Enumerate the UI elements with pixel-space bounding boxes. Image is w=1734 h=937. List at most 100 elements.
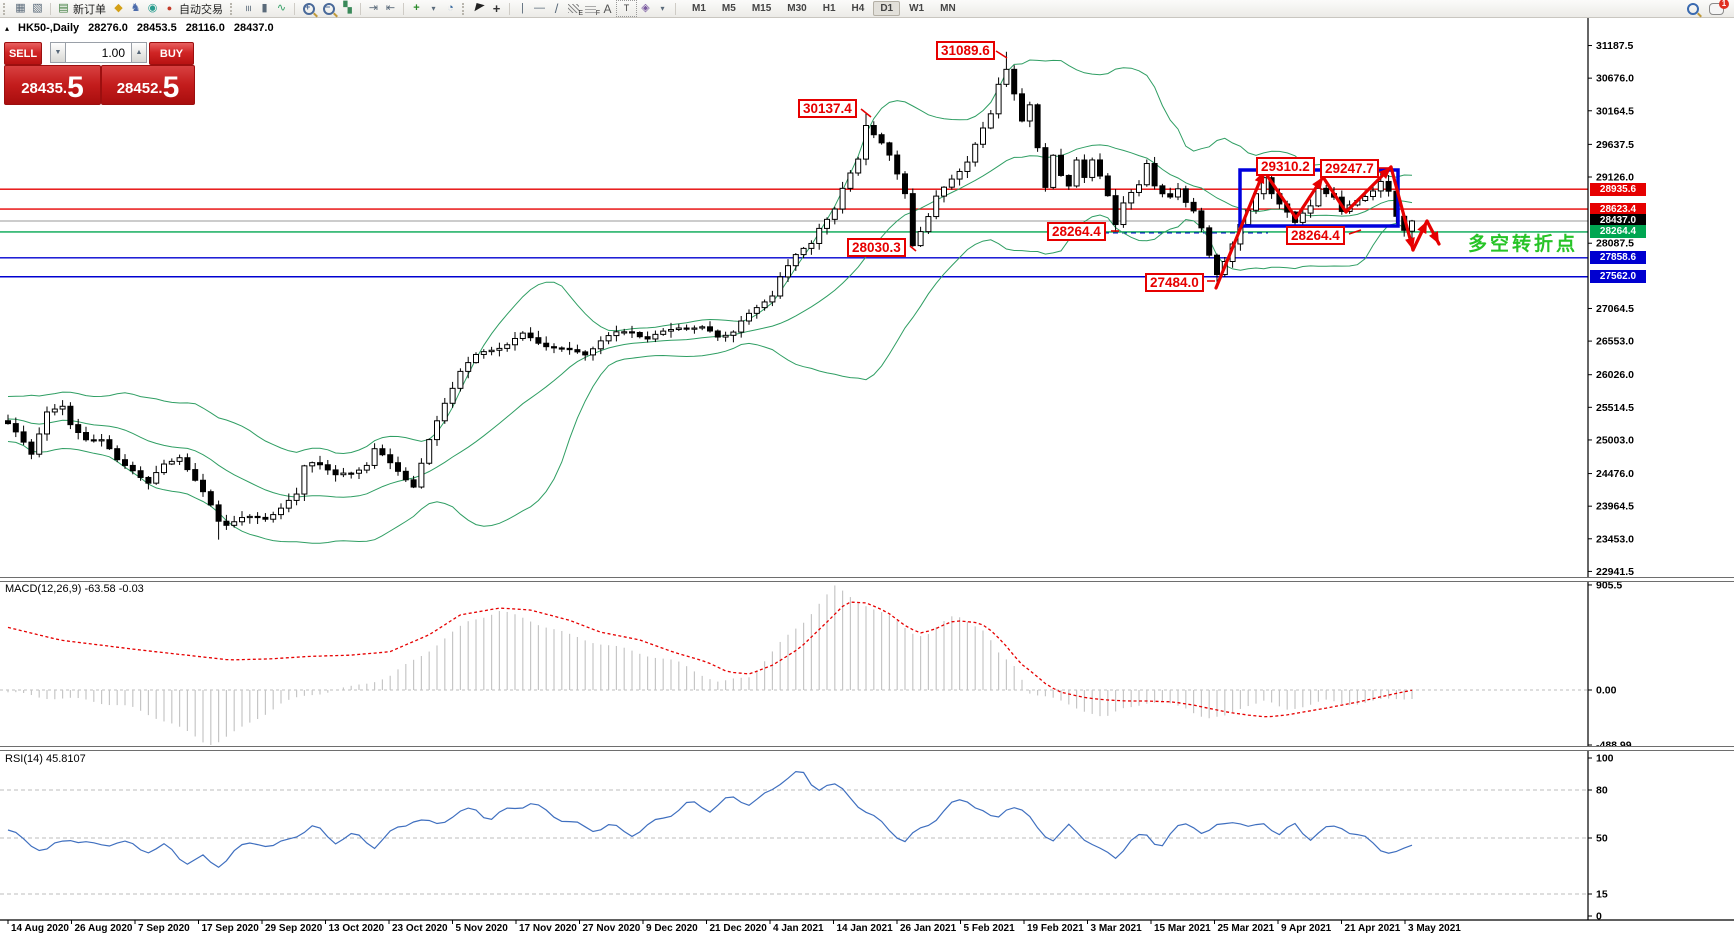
date-label: 19 Feb 2021 [1027,923,1084,934]
new-order-icon[interactable]: ▤ [58,2,69,14]
bear-candle [254,515,261,519]
price-annotation[interactable]: 28030.3 [847,238,906,257]
timeframe-m5[interactable]: M5 [721,3,736,14]
sell-button[interactable]: SELL [4,42,42,65]
macd-panel-divider[interactable] [0,577,1734,582]
zoom-out-icon[interactable]: − [323,2,335,15]
date-label: 26 Aug 2020 [75,923,133,934]
bollinger-upper [7,59,1413,455]
sell-price-button[interactable]: 28435. 5 [4,65,101,105]
bull-candle [972,143,979,163]
equidistant-channel-icon[interactable]: E [568,4,583,17]
strategy-tester-icon[interactable]: ♞ [130,2,141,14]
profiles-icon[interactable]: ▧ [32,2,43,14]
candlestick-chart-icon[interactable]: ▮ [261,2,268,14]
indicator-caret-icon[interactable]: ▾ [431,3,436,13]
svg-text:25003.0: 25003.0 [1596,434,1634,446]
chart-shift-icon[interactable]: ⇤ [385,2,396,14]
timeframe-m30[interactable]: M30 [787,3,807,14]
timeframe-m1[interactable]: M1 [692,3,706,14]
bull-candle [340,472,347,476]
price-annotation[interactable]: 27484.0 [1145,273,1204,292]
bull-candle [239,517,245,523]
bull-candle [1136,184,1142,193]
timeframe-h1[interactable]: H1 [822,3,836,14]
bull-candle [777,276,784,297]
date-label: 17 Nov 2020 [519,923,577,934]
bull-candle [956,170,963,180]
bull-candle [371,448,378,466]
new-order-button[interactable]: 新订单 [73,3,106,16]
new-chart-icon[interactable]: ▦ [15,2,26,14]
add-indicator-icon[interactable]: + [413,2,420,14]
svg-text:29637.5: 29637.5 [1596,139,1634,151]
zoom-in-icon[interactable]: + [303,2,315,15]
rsi-label: RSI(14) 45.8107 [5,753,86,765]
arrows-icon[interactable]: ◈ [641,2,650,14]
bear-candle [1214,254,1220,276]
price-annotation[interactable]: 29310.2 [1256,157,1315,176]
bull-candle [590,348,596,356]
bull-candle [948,178,955,188]
price-annotation[interactable]: 28264.4 [1047,222,1106,241]
rsi-panel-divider[interactable] [0,746,1734,751]
period-clock-icon[interactable]: ◔ [447,2,454,14]
callout-connector [1348,229,1362,235]
buy-price-button[interactable]: 28452. 5 [101,65,195,105]
bear-candle [1011,68,1018,95]
timeframe-w1[interactable]: W1 [909,3,925,14]
bull-candle [504,344,511,349]
toolbar-grip[interactable] [3,2,9,15]
price-annotation[interactable]: 31089.6 [936,41,995,60]
auto-scroll-icon[interactable]: ⇥ [368,2,379,14]
bar-chart-icon[interactable]: ≡ [242,5,254,12]
price-annotation[interactable]: 28264.4 [1286,226,1345,245]
volume-decrease-button[interactable]: ▼ [50,42,66,63]
zigzag-segment [1321,175,1348,214]
bear-candle [535,337,542,344]
text-label-icon[interactable]: T [616,0,637,17]
bear-candle [137,470,144,478]
bull-candle [363,464,370,471]
tile-windows-icon[interactable]: ▚ [343,2,352,14]
turning-point-note[interactable]: 多空转折点 [1468,234,1579,255]
buy-button[interactable]: BUY [149,42,194,65]
timeframe-h4[interactable]: H4 [851,3,865,14]
price-annotation[interactable]: 30137.4 [798,99,857,118]
price-annotation[interactable]: 29247.7 [1320,159,1379,178]
bear-candle [644,336,651,340]
date-label: 14 Aug 2020 [11,923,69,934]
horizontal-line-icon[interactable]: — [534,2,545,14]
timeframe-d1[interactable]: D1 [873,1,901,16]
volume-increase-button[interactable]: ▲ [131,42,147,63]
crosshair-icon[interactable]: + [492,1,501,16]
bull-candle [1050,154,1057,188]
trendline-icon[interactable]: / [554,1,559,16]
timeframe-m15[interactable]: M15 [751,3,772,14]
signals-icon[interactable]: ◉ [147,2,158,14]
fibonacci-icon[interactable]: F [585,4,600,17]
auto-trading-button[interactable]: 自动交易 [179,3,223,16]
volume-input[interactable]: 1.00 [66,42,131,63]
bull-candle [691,327,698,330]
bear-candle [145,476,152,484]
svg-text:26553.0: 26553.0 [1596,336,1634,348]
text-icon[interactable]: A [603,1,612,16]
cursor-icon[interactable]: ◤ [473,1,486,15]
notifications-icon[interactable]: 1 [1709,0,1729,15]
search-icon[interactable] [1687,2,1699,15]
auto-trading-icon[interactable]: ● [166,3,173,13]
bull-candle [995,83,1002,115]
collapse-arrow-icon[interactable]: ▴ [5,24,10,33]
arrows-caret-icon[interactable]: ▾ [660,3,665,13]
timeframe-mn[interactable]: MN [940,3,956,14]
bull-candle [839,187,846,210]
bull-candle [480,351,487,355]
date-label: 5 Nov 2020 [456,923,509,934]
svg-text:80: 80 [1596,785,1608,797]
vertical-line-icon[interactable]: | [521,2,524,14]
indicator-list-icon[interactable]: ◆ [114,2,123,14]
bear-candle [207,491,214,506]
line-chart-icon[interactable]: ∿ [276,2,287,14]
